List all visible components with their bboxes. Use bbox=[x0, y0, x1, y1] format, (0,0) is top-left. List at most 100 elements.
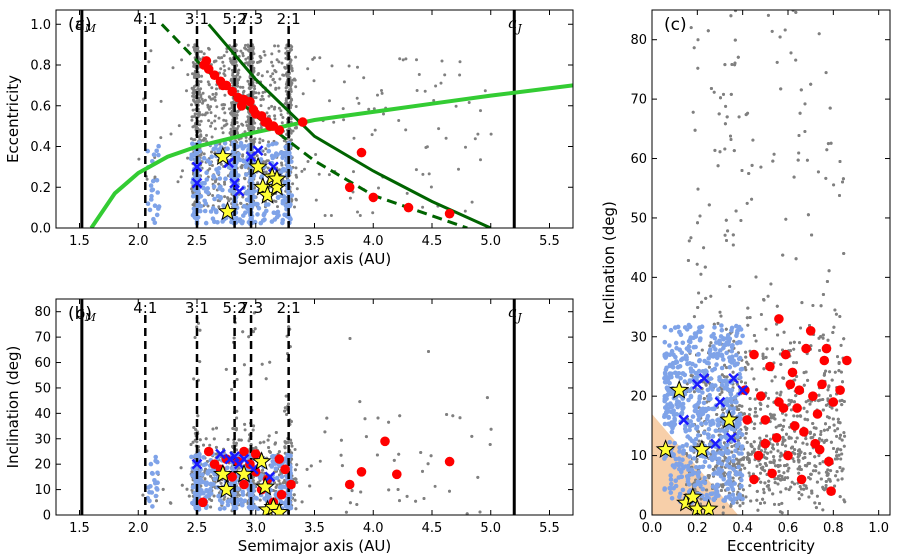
x-tick-label: 5.0 bbox=[480, 234, 501, 249]
background-point bbox=[358, 214, 362, 217]
background-point bbox=[270, 104, 274, 108]
y-tick-label: 50 bbox=[34, 381, 51, 396]
background-point bbox=[203, 477, 207, 481]
background-point bbox=[454, 104, 458, 108]
background-point bbox=[219, 67, 223, 71]
background-point bbox=[293, 468, 297, 472]
blue-point bbox=[203, 201, 209, 206]
blue-point bbox=[204, 177, 210, 182]
yellow-star bbox=[251, 451, 272, 471]
background-point bbox=[483, 89, 487, 93]
blue-point bbox=[225, 146, 230, 151]
background-point bbox=[235, 416, 239, 420]
background-point bbox=[161, 487, 165, 491]
background-point bbox=[306, 160, 310, 163]
background-point bbox=[284, 72, 288, 76]
background-point bbox=[401, 58, 405, 62]
yellow-star bbox=[266, 168, 287, 188]
background-point bbox=[489, 427, 493, 431]
resonance-label: 3:1 bbox=[185, 10, 209, 28]
background-point bbox=[300, 500, 304, 504]
background-point bbox=[357, 101, 361, 105]
background-point bbox=[217, 205, 221, 209]
background-point bbox=[230, 68, 234, 72]
plot-area-a bbox=[80, 10, 573, 228]
background-point bbox=[223, 93, 227, 97]
blue-point bbox=[216, 493, 221, 499]
background-point bbox=[258, 54, 262, 58]
background-point bbox=[241, 123, 245, 127]
blue-point bbox=[149, 490, 155, 495]
blue-point bbox=[148, 461, 154, 467]
background-point bbox=[355, 96, 359, 100]
background-point bbox=[213, 180, 217, 184]
background-point bbox=[414, 499, 418, 503]
background-point bbox=[309, 464, 313, 468]
background-point bbox=[199, 50, 203, 54]
background-point bbox=[197, 92, 201, 96]
x-tick-label: 3.5 bbox=[304, 521, 325, 536]
background-point bbox=[198, 360, 202, 364]
yellow-star bbox=[216, 479, 237, 499]
background-point bbox=[210, 150, 213, 154]
background-point bbox=[274, 485, 278, 489]
blue-point bbox=[266, 143, 271, 148]
background-point bbox=[348, 196, 352, 200]
background-point bbox=[231, 427, 235, 430]
blue-point bbox=[269, 464, 275, 469]
background-point bbox=[235, 110, 239, 114]
background-point bbox=[244, 61, 247, 65]
red-point bbox=[203, 64, 214, 74]
background-point bbox=[179, 466, 183, 470]
x-tick-label: 5.0 bbox=[480, 521, 501, 536]
background-point bbox=[223, 69, 227, 72]
background-point bbox=[261, 97, 265, 101]
background-point bbox=[305, 467, 309, 471]
background-point bbox=[181, 169, 184, 173]
background-point bbox=[294, 166, 298, 170]
blue-point bbox=[222, 506, 227, 511]
background-point bbox=[273, 69, 277, 72]
plot-area-c bbox=[652, 10, 852, 515]
background-point bbox=[259, 98, 263, 102]
background-point bbox=[202, 52, 206, 56]
x-tick-label: 3.0 bbox=[245, 234, 266, 249]
dark-green-curve bbox=[207, 23, 492, 228]
red-point bbox=[203, 446, 214, 457]
background-point bbox=[273, 114, 277, 118]
background-point bbox=[289, 116, 293, 120]
background-point bbox=[155, 499, 158, 503]
background-point bbox=[332, 120, 336, 124]
background-point bbox=[241, 51, 245, 55]
background-point bbox=[233, 101, 237, 105]
background-point bbox=[274, 431, 278, 434]
blue-point bbox=[225, 499, 231, 504]
background-point bbox=[191, 108, 195, 112]
x-tick-label: 1.5 bbox=[69, 234, 90, 249]
blue-point bbox=[254, 201, 259, 207]
background-point bbox=[239, 49, 243, 53]
background-point bbox=[301, 92, 305, 96]
background-point bbox=[458, 73, 462, 77]
background-point bbox=[223, 195, 227, 199]
background-point bbox=[341, 107, 345, 111]
background-point bbox=[241, 153, 245, 157]
blue-point bbox=[149, 193, 154, 199]
background-point bbox=[476, 475, 480, 479]
blue-point bbox=[202, 208, 208, 214]
background-point bbox=[423, 89, 427, 93]
background-point bbox=[196, 414, 200, 418]
background-point bbox=[362, 76, 366, 80]
background-point bbox=[398, 414, 402, 418]
x-tick-label: 4.0 bbox=[363, 234, 384, 249]
background-point bbox=[229, 127, 233, 131]
background-point bbox=[380, 91, 384, 95]
background-point bbox=[294, 173, 298, 177]
blue-point bbox=[154, 212, 160, 218]
background-point bbox=[317, 172, 321, 176]
background-point bbox=[246, 56, 250, 60]
blue-point bbox=[221, 203, 226, 208]
resonance-label: 7:3 bbox=[239, 299, 263, 317]
background-point bbox=[373, 128, 377, 132]
blue-point bbox=[273, 141, 279, 146]
